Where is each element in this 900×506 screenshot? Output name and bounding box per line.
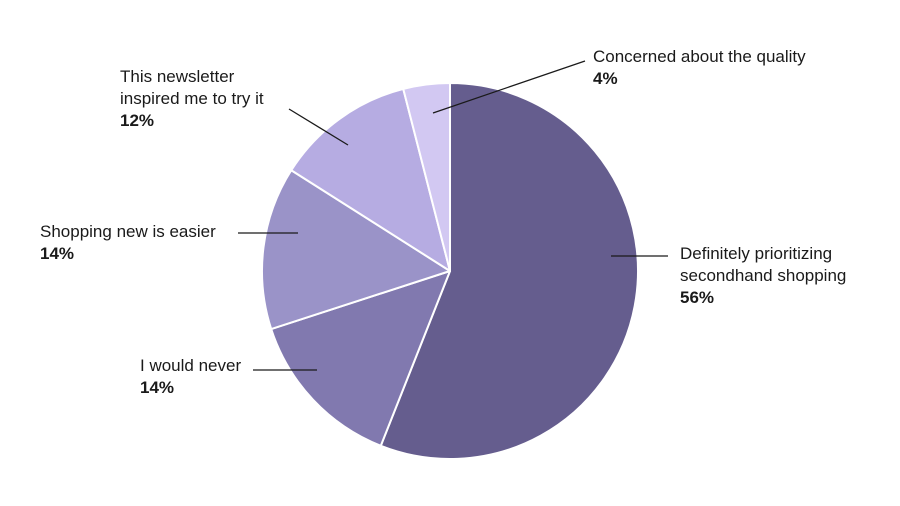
pie-slice-2 (261, 169, 451, 331)
leader-line-newsletter (288, 108, 349, 146)
slice-label-definitely: Definitely prioritizing secondhand shopp… (680, 243, 888, 309)
slice-label-never-pct: 14% (140, 378, 175, 397)
pie-slices (261, 82, 639, 460)
pie-slice-4 (402, 82, 451, 272)
slice-label-shopping-text: Shopping new is easier (40, 222, 216, 241)
slice-label-newsletter-text: This newsletter inspired me to try it (120, 67, 264, 108)
slice-label-shopping-pct: 14% (40, 244, 75, 263)
slice-label-never-text: I would never (140, 356, 242, 375)
slice-label-definitely-text: Definitely prioritizing secondhand shopp… (680, 244, 847, 285)
slice-label-concerned-text: Concerned about the quality (593, 47, 806, 66)
slice-label-concerned: Concerned about the quality 4% (593, 46, 853, 90)
slice-label-never: I would never 14% (140, 355, 290, 399)
slice-label-concerned-pct: 4% (593, 69, 618, 88)
slice-label-newsletter: This newsletter inspired me to try it 12… (120, 66, 296, 132)
slice-label-newsletter-pct: 12% (120, 111, 155, 130)
pie-slice-0 (379, 82, 639, 460)
slice-label-shopping: Shopping new is easier 14% (40, 221, 240, 265)
slice-label-definitely-pct: 56% (680, 288, 715, 307)
leader-line-concerned (432, 60, 586, 114)
